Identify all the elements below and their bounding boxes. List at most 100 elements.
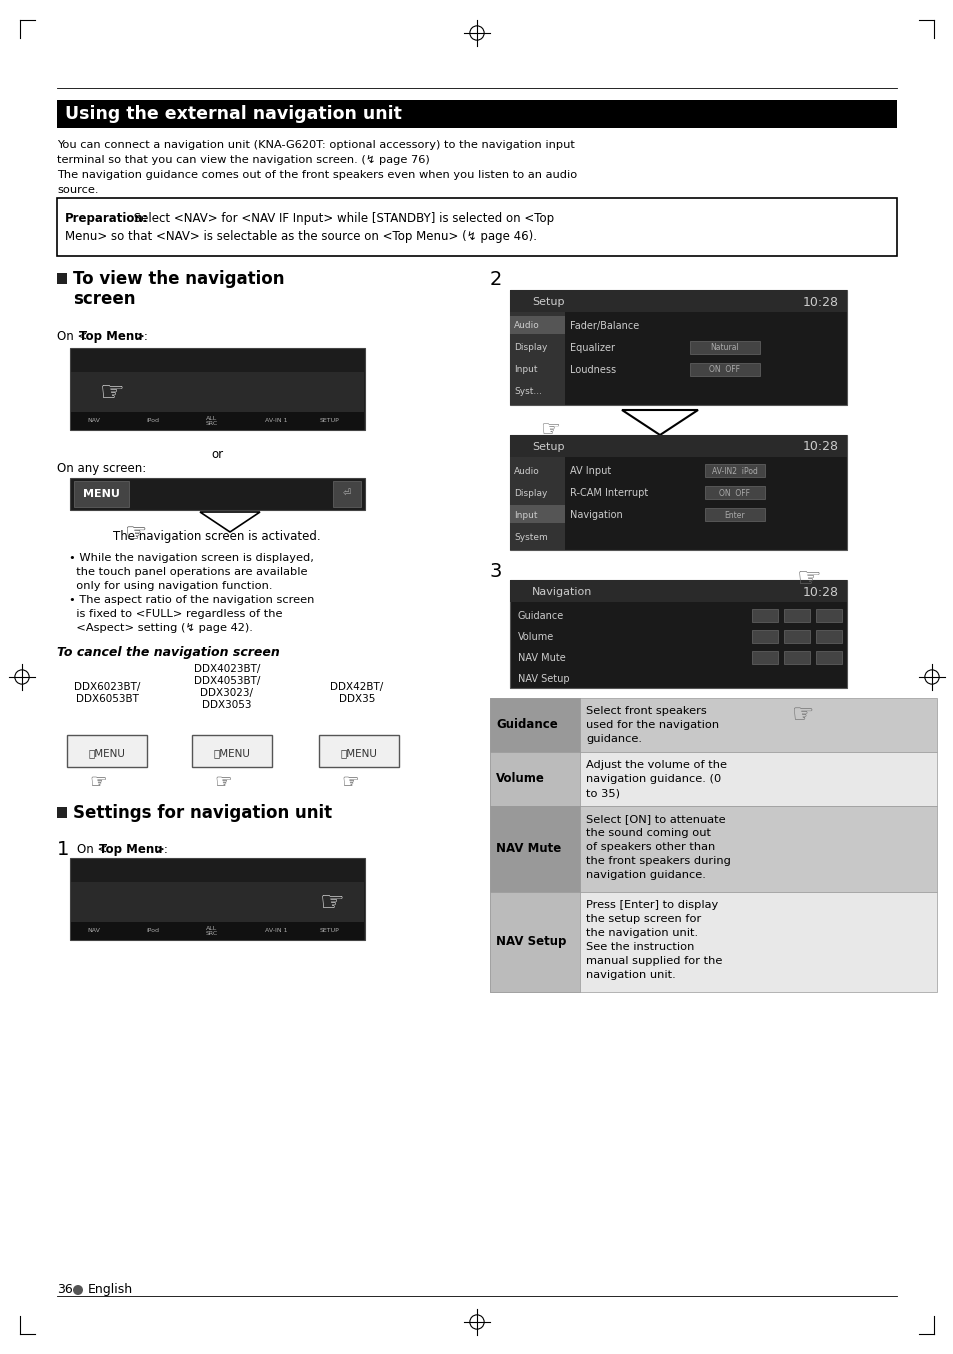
Text: source.: source. [57, 185, 98, 195]
Text: only for using navigation function.: only for using navigation function. [69, 581, 273, 590]
Text: English: English [88, 1284, 133, 1296]
Text: DDX4023BT/: DDX4023BT/ [193, 663, 260, 674]
Text: NAV: NAV [87, 418, 100, 424]
Text: >:: >: [154, 844, 169, 856]
Bar [689, 341, 760, 353]
Text: R-CAM Interrupt: R-CAM Interrupt [569, 487, 648, 498]
Text: AV Input: AV Input [569, 466, 611, 477]
Bar [490, 751, 936, 806]
Text: navigation unit.: navigation unit. [585, 969, 675, 980]
Text: <Aspect> setting (↯ page 42).: <Aspect> setting (↯ page 42). [69, 623, 253, 634]
Text: Input: Input [514, 510, 537, 520]
Text: Audio: Audio [514, 321, 539, 330]
Text: AV-IN2  iPod: AV-IN2 iPod [711, 467, 757, 475]
Text: 10:28: 10:28 [802, 440, 838, 454]
Bar [71, 922, 364, 940]
Bar [71, 881, 364, 940]
Text: the front speakers during: the front speakers during [585, 856, 730, 867]
Text: ON  OFF: ON OFF [719, 489, 750, 497]
Bar [318, 735, 398, 766]
Bar [57, 807, 67, 818]
Bar [751, 651, 778, 663]
Text: • While the navigation screen is displayed,: • While the navigation screen is display… [69, 552, 314, 563]
Bar [815, 609, 841, 621]
Text: the setup screen for: the setup screen for [585, 914, 700, 923]
Text: ☞: ☞ [89, 773, 107, 792]
Text: Guidance: Guidance [496, 719, 558, 731]
Text: the sound coming out: the sound coming out [585, 829, 710, 838]
Bar [751, 609, 778, 621]
Text: Setup: Setup [532, 297, 564, 307]
Text: iPod: iPod [146, 418, 159, 424]
Text: NAV Setup: NAV Setup [517, 674, 569, 684]
Bar [490, 699, 579, 751]
Text: On <: On < [57, 330, 88, 343]
Bar [783, 630, 809, 643]
Text: the navigation unit.: the navigation unit. [585, 927, 698, 938]
Text: 3: 3 [490, 562, 502, 581]
Text: On <: On < [77, 844, 108, 856]
Text: ⏻MENU: ⏻MENU [89, 747, 125, 758]
Text: See the instruction: See the instruction [585, 942, 694, 952]
Text: Display: Display [514, 489, 547, 497]
Text: ☞: ☞ [319, 890, 345, 917]
Text: 1: 1 [57, 839, 70, 858]
Text: Audio: Audio [514, 467, 539, 475]
Circle shape [73, 1285, 83, 1294]
Text: Guidance: Guidance [517, 611, 563, 621]
Text: Settings for navigation unit: Settings for navigation unit [73, 804, 332, 822]
Text: The navigation guidance comes out of the front speakers even when you listen to : The navigation guidance comes out of the… [57, 171, 577, 180]
Text: 36: 36 [57, 1284, 72, 1296]
Text: Using the external navigation unit: Using the external navigation unit [65, 106, 401, 123]
Text: Loudness: Loudness [569, 366, 616, 375]
Text: DDX3023/: DDX3023/ [200, 688, 253, 699]
Bar [751, 630, 778, 643]
Text: Enter: Enter [724, 510, 744, 520]
Text: guidance.: guidance. [585, 734, 641, 743]
Text: The navigation screen is activated.: The navigation screen is activated. [113, 529, 320, 543]
Bar [510, 435, 846, 458]
Text: DDX6023BT/: DDX6023BT/ [73, 682, 140, 692]
Bar [689, 363, 760, 376]
Text: AV-IN 1: AV-IN 1 [265, 418, 288, 424]
Text: Select <NAV> for <NAV IF Input> while [STANDBY] is selected on <Top: Select <NAV> for <NAV IF Input> while [S… [130, 213, 554, 225]
Text: ⏻MENU: ⏻MENU [340, 747, 377, 758]
Text: navigation guidance.: navigation guidance. [585, 871, 705, 880]
Text: Top Menu: Top Menu [79, 330, 142, 343]
Bar [74, 481, 129, 506]
Bar [704, 486, 764, 500]
Text: is fixed to <FULL> regardless of the: is fixed to <FULL> regardless of the [69, 609, 282, 619]
Bar [510, 311, 564, 405]
Text: ☞: ☞ [791, 703, 814, 727]
Bar [510, 505, 564, 523]
Text: Display: Display [514, 344, 547, 352]
Bar [510, 458, 564, 550]
Text: Navigation: Navigation [532, 588, 592, 597]
Bar [490, 699, 936, 751]
Text: ☞: ☞ [796, 565, 821, 593]
Bar [192, 735, 272, 766]
Bar [490, 892, 579, 992]
Bar [67, 735, 147, 766]
Bar [490, 806, 579, 892]
Bar [57, 198, 896, 256]
Text: DDX3053: DDX3053 [202, 700, 252, 709]
Text: the touch panel operations are available: the touch panel operations are available [69, 567, 307, 577]
Bar [510, 290, 846, 405]
Text: or: or [211, 448, 223, 460]
Bar [510, 315, 564, 334]
Bar [490, 892, 936, 992]
Text: >:: >: [135, 330, 149, 343]
Text: Natural: Natural [710, 344, 739, 352]
Bar [783, 609, 809, 621]
Text: Adjust the volume of the: Adjust the volume of the [585, 760, 726, 770]
Text: 10:28: 10:28 [802, 295, 838, 309]
Bar [70, 348, 365, 431]
Bar [333, 481, 360, 506]
Text: NAV Mute: NAV Mute [517, 653, 565, 663]
Text: SETUP: SETUP [319, 929, 339, 933]
Text: ☞: ☞ [213, 773, 232, 792]
Bar [70, 858, 365, 940]
Text: DDX6053BT: DDX6053BT [75, 695, 138, 704]
Bar [490, 751, 579, 806]
